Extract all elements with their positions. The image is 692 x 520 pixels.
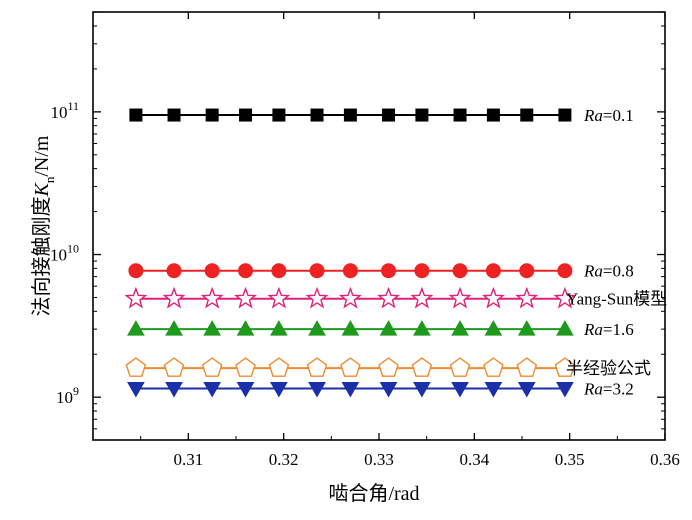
data-point <box>413 320 431 336</box>
data-point <box>306 357 328 377</box>
series-label: Yang-Sun模型 <box>566 290 667 309</box>
data-point <box>271 263 287 279</box>
data-point <box>163 357 185 377</box>
data-point <box>203 382 222 398</box>
x-tick-label: 0.34 <box>459 450 489 469</box>
data-point <box>381 263 397 279</box>
data-point <box>165 320 183 336</box>
data-point <box>239 108 253 122</box>
data-point <box>235 357 256 377</box>
data-point <box>556 382 574 398</box>
data-point <box>125 357 147 377</box>
series-label: Ra=3.2 <box>583 380 634 399</box>
data-point <box>411 357 433 377</box>
data-point <box>238 263 254 279</box>
data-point <box>270 320 288 336</box>
data-point <box>342 263 358 279</box>
data-point <box>449 357 471 377</box>
data-point <box>201 357 223 377</box>
data-point <box>448 286 472 309</box>
data-point <box>341 320 360 336</box>
y-tick-label: 1011 <box>50 99 79 122</box>
data-point <box>310 108 324 122</box>
data-point <box>167 108 181 122</box>
data-point <box>415 108 429 122</box>
data-point <box>205 108 219 122</box>
data-point <box>558 108 572 122</box>
data-point <box>382 108 396 122</box>
data-point <box>166 263 182 279</box>
data-point <box>270 382 288 398</box>
data-point <box>272 108 286 122</box>
data-point <box>483 357 504 377</box>
data-point <box>484 320 503 336</box>
data-point <box>308 320 326 336</box>
data-point <box>127 320 145 336</box>
series-label: 半经验公式 <box>566 359 651 378</box>
data-point <box>481 286 505 309</box>
x-tick-label: 0.33 <box>364 450 394 469</box>
data-point <box>517 320 536 336</box>
data-point <box>338 286 362 309</box>
data-point <box>516 357 538 377</box>
data-point <box>340 357 361 377</box>
data-point <box>484 382 503 398</box>
data-point <box>204 263 220 279</box>
data-point <box>410 286 434 309</box>
y-axis-title: 法向接触刚度Kn/N/m <box>30 135 57 316</box>
series-label: Ra=0.1 <box>583 106 634 125</box>
data-point <box>414 263 430 279</box>
data-point <box>557 263 573 279</box>
data-point <box>236 382 255 398</box>
data-point <box>343 108 357 122</box>
data-point <box>305 286 329 309</box>
data-point <box>165 382 183 398</box>
data-point <box>341 382 360 398</box>
data-point <box>451 320 469 336</box>
y-tick-label: 109 <box>56 384 79 407</box>
data-point <box>378 357 399 377</box>
data-point <box>268 357 290 377</box>
data-point <box>236 320 255 336</box>
x-tick-label: 0.31 <box>173 450 203 469</box>
data-point <box>377 286 400 309</box>
data-point <box>267 286 291 309</box>
series-label: Ra=0.8 <box>583 262 634 281</box>
data-point <box>129 108 143 122</box>
data-point <box>128 263 144 279</box>
x-tick-label: 0.36 <box>650 450 680 469</box>
data-point <box>234 286 257 309</box>
data-point <box>519 263 535 279</box>
data-point <box>124 286 148 309</box>
data-point <box>203 320 222 336</box>
data-point <box>452 263 468 279</box>
data-point <box>517 382 536 398</box>
x-tick-label: 0.32 <box>269 450 299 469</box>
data-point <box>556 320 574 336</box>
series-label: Ra=1.6 <box>583 320 634 339</box>
data-point <box>413 382 431 398</box>
data-point <box>308 382 326 398</box>
data-point <box>309 263 325 279</box>
x-axis-title: 啮合角/rad <box>328 482 419 505</box>
data-point <box>451 382 469 398</box>
data-point <box>379 320 398 336</box>
data-point <box>127 382 145 398</box>
data-point <box>520 108 534 122</box>
data-point <box>515 286 539 309</box>
data-point <box>379 382 398 398</box>
data-point <box>554 357 576 377</box>
data-point <box>453 108 467 122</box>
data-point <box>486 108 500 122</box>
data-point <box>162 286 186 309</box>
data-point <box>553 286 577 309</box>
x-tick-label: 0.35 <box>555 450 585 469</box>
data-point <box>485 263 501 279</box>
y-tick-label: 1010 <box>50 242 79 265</box>
data-point <box>200 286 224 309</box>
